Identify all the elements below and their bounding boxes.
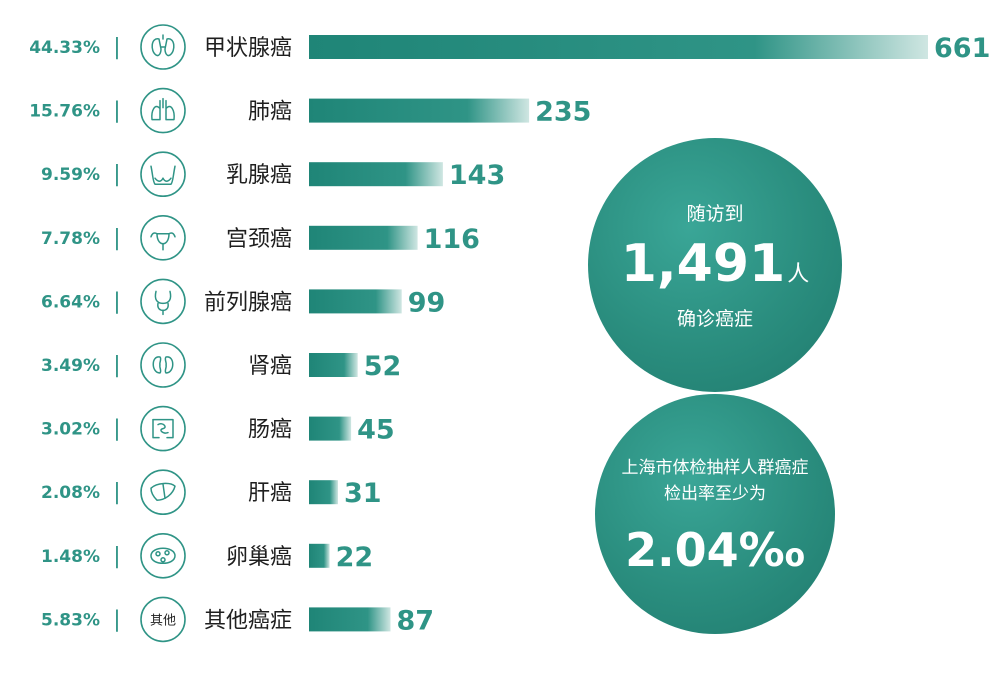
- prostate-icon: [140, 278, 186, 325]
- percent-label: 6.64%: [41, 292, 100, 312]
- separator: |: [113, 289, 120, 314]
- followup-unit: 人: [787, 262, 810, 287]
- category-label: 肠癌: [248, 418, 292, 443]
- separator: |: [113, 226, 120, 251]
- detection-rate-value: 2.04‰: [625, 523, 805, 577]
- separator: |: [113, 35, 120, 60]
- value-label: 99: [408, 287, 446, 318]
- bar: [309, 480, 338, 505]
- bar: [309, 225, 418, 250]
- kidneys-icon: [140, 342, 186, 388]
- svg-text:其他: 其他: [150, 613, 176, 628]
- intestine-icon: [140, 405, 186, 452]
- detection-rate-text: 上海市体检抽样人群癌症检出率至少为: [621, 458, 809, 504]
- percent-label: 3.49%: [41, 356, 100, 376]
- percent-label: 44.33%: [29, 38, 100, 58]
- value-label: 235: [535, 97, 591, 128]
- separator: |: [113, 607, 120, 632]
- percent-label: 3.02%: [41, 420, 100, 440]
- percent-label: 2.08%: [41, 483, 100, 503]
- followup-number-row: 1,491人: [621, 238, 810, 290]
- followup-circle: 随访到 1,491人 确诊癌症: [588, 138, 842, 392]
- value-label: 87: [397, 605, 435, 636]
- percent-label: 1.48%: [41, 547, 100, 567]
- category-label: 宫颈癌: [226, 227, 292, 252]
- followup-line1: 随访到: [686, 203, 744, 225]
- value-label: 45: [357, 415, 395, 446]
- separator: |: [113, 544, 120, 569]
- breast-icon: [140, 151, 186, 197]
- followup-line2: 确诊癌症: [676, 308, 753, 330]
- value-label: 31: [344, 478, 382, 509]
- detection-rate-circle: 上海市体检抽样人群癌症检出率至少为 2.04‰: [595, 394, 835, 634]
- value-label: 22: [336, 542, 374, 573]
- category-label: 肺癌: [248, 100, 292, 125]
- percent-label: 15.76%: [29, 102, 100, 122]
- category-label: 肾癌: [248, 354, 292, 379]
- separator: |: [113, 99, 120, 124]
- bar: [309, 543, 330, 568]
- followup-number: 1,491: [620, 234, 786, 294]
- separator: |: [113, 480, 120, 505]
- bar: [309, 35, 928, 59]
- value-label: 143: [449, 160, 505, 191]
- ovary-icon: [140, 532, 186, 579]
- liver-icon: [140, 469, 186, 516]
- category-label: 其他癌症: [204, 608, 292, 633]
- separator: |: [113, 417, 120, 442]
- uterus-icon: [140, 215, 186, 261]
- category-label: 乳腺癌: [226, 163, 292, 188]
- bar: [309, 289, 402, 314]
- percent-label: 5.83%: [41, 610, 100, 630]
- bar: [309, 162, 443, 187]
- category-label: 甲状腺癌: [204, 36, 292, 61]
- bar: [309, 353, 358, 377]
- lungs-icon: [140, 87, 186, 134]
- value-label: 116: [424, 224, 480, 255]
- percent-label: 9.59%: [41, 165, 100, 185]
- category-label: 前列腺癌: [204, 290, 292, 315]
- separator: |: [113, 353, 120, 378]
- other-icon: 其他: [140, 596, 186, 643]
- bar: [309, 416, 352, 441]
- value-label: 52: [364, 351, 402, 382]
- bar: [309, 607, 391, 632]
- value-label: 661: [934, 33, 990, 64]
- category-label: 卵巢癌: [226, 545, 292, 570]
- bar: [309, 98, 530, 123]
- separator: |: [113, 162, 120, 187]
- percent-label: 7.78%: [41, 229, 100, 249]
- thyroid-icon: [140, 24, 186, 70]
- category-label: 肝癌: [248, 481, 292, 506]
